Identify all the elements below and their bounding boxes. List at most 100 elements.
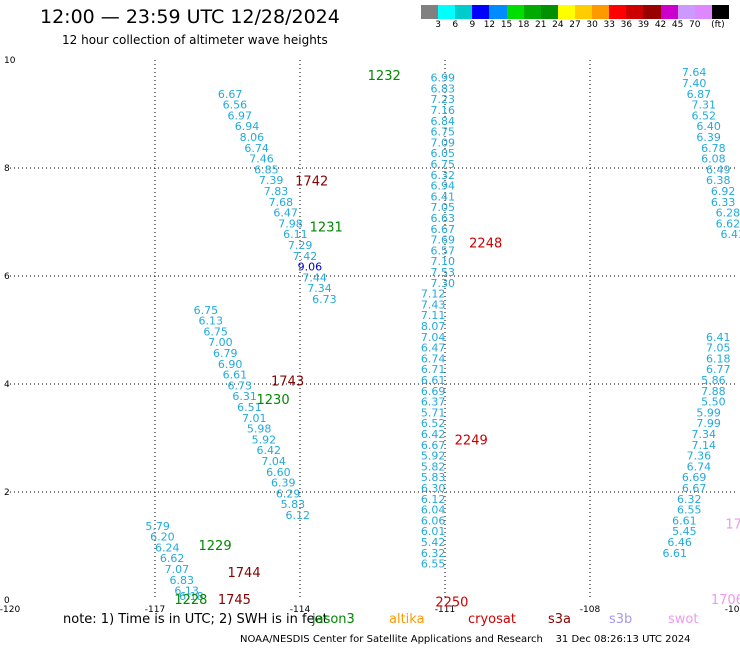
wave-height-label: 6.74 [421,352,446,365]
wave-height-label: 6.52 [692,109,717,122]
colorbar-label: (ft) [711,20,725,30]
wave-height-label: 7.00 [208,336,233,349]
wave-height-label: 8.07 [421,320,446,333]
pass-number-label: 1232 [368,69,401,84]
wave-height-label: 6.79 [213,347,238,360]
wave-height-label: 7.01 [242,412,267,425]
wave-height-label: 7.34 [307,282,332,295]
wave-height-label: 8.06 [240,131,264,144]
colorbar-cell [438,5,456,19]
wave-height-label: 6.39 [696,131,721,144]
wave-height-label: 6.13 [199,315,224,328]
pass-number-label: 1742 [295,175,328,190]
wave-height-label: 5.45 [672,525,697,538]
wave-height-label: 5.98 [247,423,271,436]
wave-height-label: 5.50 [701,396,726,409]
pass-number-label: 1229 [199,539,232,554]
wave-height-label: 6.85 [254,163,278,176]
wave-height-label: 6.01 [421,525,446,538]
wave-height-label: 6.32 [421,547,446,560]
wave-height-label: 7.98 [278,217,303,230]
wave-height-label: 6.97 [228,109,253,122]
legend-item-s3b: s3b [609,612,633,627]
wave-height-label: 7.09 [431,136,456,149]
wave-height-label: 6.18 [706,352,731,365]
wave-height-label: 6.37 [421,396,446,409]
pass-number-label: 2249 [455,434,488,449]
wave-height-label: 6.43 [721,228,740,241]
legend-item-s3a: s3a [548,612,572,627]
wave-height-label: 6.05 [431,147,456,160]
wave-height-label: 6.69 [421,385,446,398]
colorbar-label: 36 [620,20,633,30]
colorbar-cell [455,5,473,19]
wave-height-label: 7.10 [431,255,456,268]
wave-height-label: 6.29 [276,487,301,500]
colorbar-label: 70 [689,20,701,30]
y-tick-label: 4 [4,380,10,390]
wave-height-label: 6.47 [273,207,298,220]
wave-height-label: 5.92 [252,433,277,446]
wave-height-label: 7.31 [692,99,717,112]
wave-height-label: 6.75 [431,126,456,139]
colorbar-label: 27 [569,20,581,30]
wave-height-label: 6.73 [312,293,337,306]
wave-height-label: 6.74 [687,460,712,473]
wave-height-label: 6.94 [235,120,260,133]
wave-height-label: 7.04 [261,455,286,468]
wave-height-label: 6.61 [672,514,697,527]
wave-height-label: 6.51 [237,401,262,414]
wave-height-label: 6.28 [716,207,740,220]
page-subtitle: 12 hour collection of altimeter wave hei… [62,33,328,47]
colorbar-label: 42 [654,20,667,30]
colorbar-cell [626,5,644,19]
wave-height-label: 7.23 [431,93,456,106]
colorbar-label: 21 [535,20,547,30]
wave-height-label: 6.04 [421,504,446,517]
pass-number-label: 2248 [469,237,502,252]
wave-height-label: 6.06 [421,514,446,527]
wave-height-label: 6.73 [228,379,253,392]
colorbar-label: 3 [435,20,441,30]
wave-height-label: 7.83 [264,185,289,198]
wave-height-label: 7.05 [706,342,731,355]
wave-height-label: 6.92 [711,185,736,198]
wave-height-label: 6.67 [682,482,707,495]
pass-number-label: 1744 [228,566,261,581]
wave-height-label: 7.40 [682,77,707,90]
colorbar-cell [523,5,541,19]
wave-height-label: 6.13 [174,585,199,598]
wave-height-label: 7.04 [421,331,446,344]
wave-height-label: 5.92 [421,450,446,463]
wave-height-label: 6.62 [160,552,185,565]
colorbar-cell [711,5,729,19]
wave-height-label: 6.62 [716,217,740,230]
wave-height-label: 6.78 [701,142,726,155]
wave-height-label: 6.75 [194,304,219,317]
wave-height-label: 6.47 [421,342,446,355]
wave-height-label: 5.42 [421,536,446,549]
wave-height-label: 5.99 [696,406,721,419]
wave-height-label: 7.68 [269,196,294,209]
x-tick-label: -105 [725,605,740,615]
y-tick-label: 8 [4,164,10,174]
wave-height-label: 5.71 [421,406,446,419]
wave-height-label: 6.56 [223,99,248,112]
wave-height-label: 7.34 [692,428,717,441]
wave-height-label: 7.12 [421,288,446,301]
wave-height-label: 7.69 [431,234,456,247]
x-tick-label: -117 [145,605,165,615]
wave-height-label: 6.32 [677,493,702,506]
page-title: 12:00 — 23:59 UTC 12/28/2024 [40,6,340,28]
x-tick-label: -108 [580,605,601,615]
colorbar-cell [472,5,490,19]
colorbar [421,5,729,19]
wave-height-label: 6.61 [663,547,688,560]
wave-height-label: 6.83 [431,82,456,95]
wave-height-label: 6.90 [218,358,243,371]
wave-height-label: 6.71 [421,363,446,376]
colorbar-label: 30 [586,20,598,30]
colorbar-cell [557,5,575,19]
colorbar-label: 45 [671,20,684,30]
wave-height-label: 6.57 [431,244,456,257]
